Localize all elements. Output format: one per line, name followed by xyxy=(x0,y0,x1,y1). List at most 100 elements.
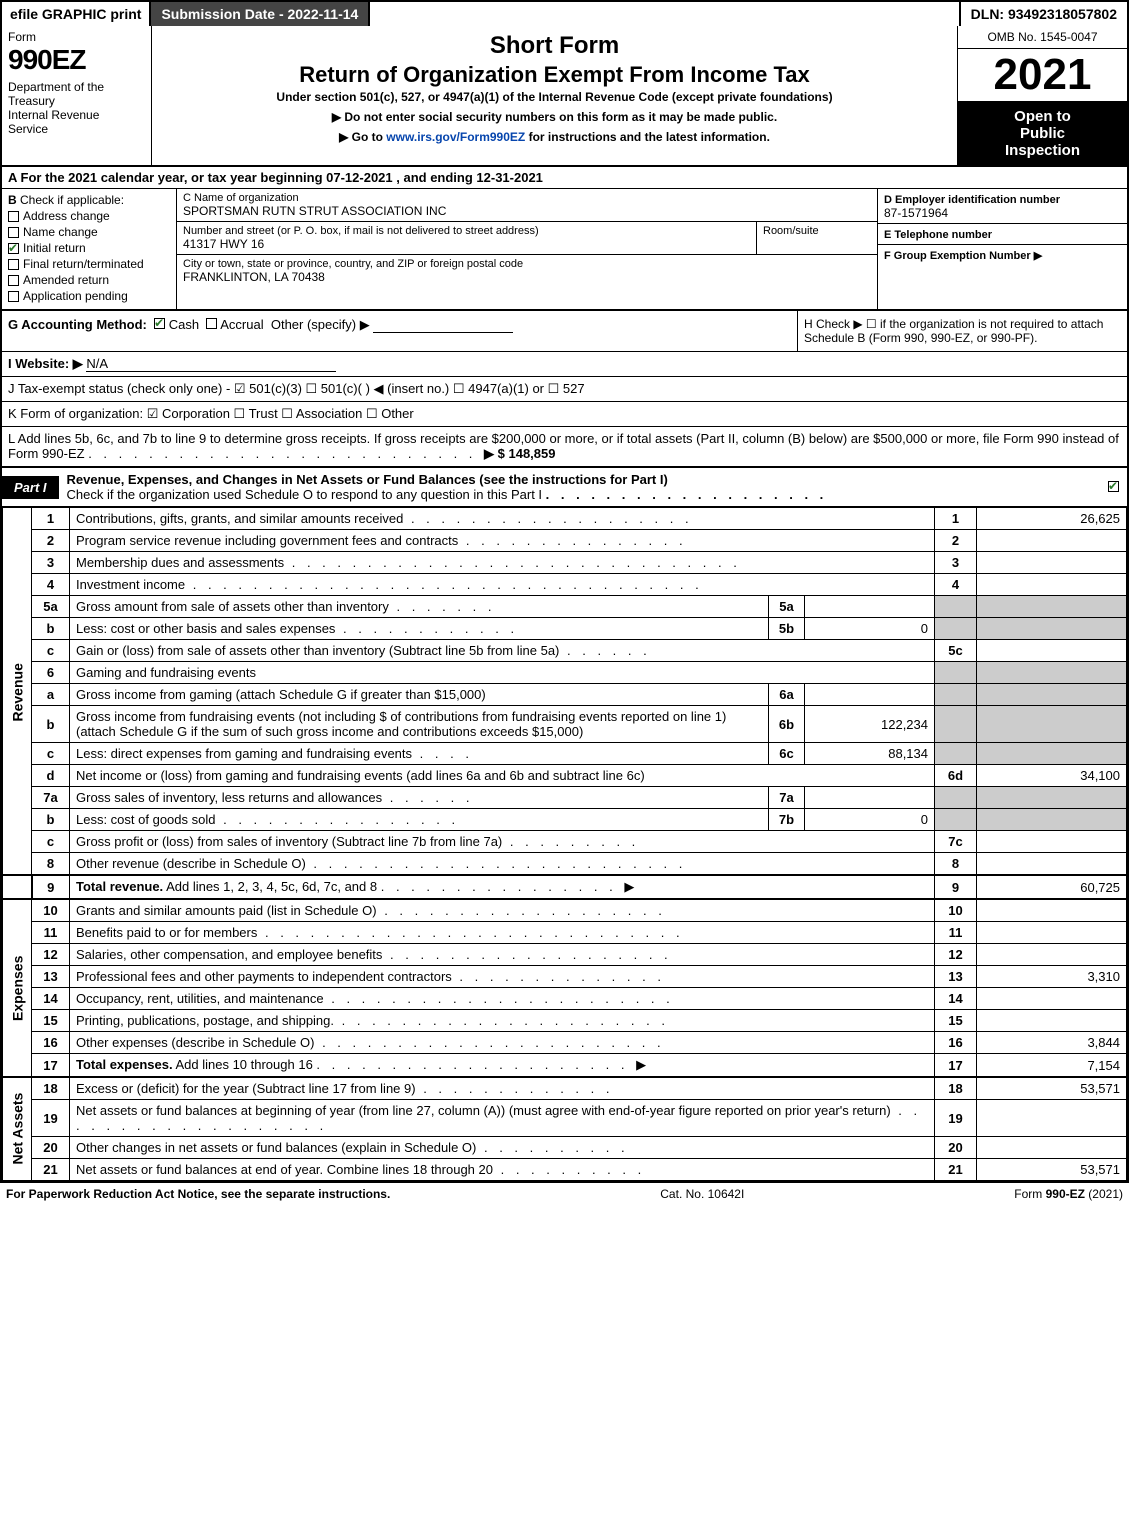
line-j: J Tax-exempt status (check only one) - ☑… xyxy=(2,377,1127,402)
row-12: 12 Salaries, other compensation, and emp… xyxy=(3,944,1127,966)
checkbox-icon[interactable] xyxy=(8,243,19,254)
dots: . . . . . . . . . . . . . . . . . . . xyxy=(403,511,692,526)
row-14: 14 Occupancy, rent, utilities, and maint… xyxy=(3,988,1127,1010)
line-no: 9 xyxy=(32,875,70,899)
desc-text: Professional fees and other payments to … xyxy=(76,969,452,984)
checkbox-icon[interactable] xyxy=(154,318,165,329)
num-col: 21 xyxy=(935,1159,977,1181)
checkbox-icon[interactable] xyxy=(8,291,19,302)
line-no: a xyxy=(32,684,70,706)
desc-text: Gross amount from sale of assets other t… xyxy=(76,599,389,614)
amt-col xyxy=(977,552,1127,574)
header-center: Short Form Return of Organization Exempt… xyxy=(152,26,957,165)
num-col: 4 xyxy=(935,574,977,596)
dots: . . . . . . . . . . . . . . . . . . . . … xyxy=(334,1013,669,1028)
checkbox-icon[interactable] xyxy=(8,227,19,238)
line-desc: Program service revenue including govern… xyxy=(70,530,935,552)
row-6a: a Gross income from gaming (attach Sched… xyxy=(3,684,1127,706)
checkbox-icon[interactable] xyxy=(206,318,217,329)
subcol-label: 5a xyxy=(769,596,805,618)
dots: . . . . . . . . . . . . . xyxy=(416,1081,614,1096)
column-c: C Name of organization SPORTSMAN RUTN ST… xyxy=(177,189,877,309)
col-b-header: B Check if applicable: xyxy=(8,193,170,207)
row-7a: 7a Gross sales of inventory, less return… xyxy=(3,787,1127,809)
dots: . . . . . . . . . . . . . . . xyxy=(458,533,686,548)
row-6c: c Less: direct expenses from gaming and … xyxy=(3,743,1127,765)
num-col: 16 xyxy=(935,1032,977,1054)
line-no: 7a xyxy=(32,787,70,809)
desc-text: Program service revenue including govern… xyxy=(76,533,458,548)
subcol-val: 0 xyxy=(805,618,935,640)
ein-label: D Employer identification number xyxy=(884,194,1060,206)
subcol-val: 122,234 xyxy=(805,706,935,743)
num-col: 10 xyxy=(935,899,977,922)
line-desc: Net assets or fund balances at beginning… xyxy=(70,1100,935,1137)
desc-text: Gross sales of inventory, less returns a… xyxy=(76,790,382,805)
line-desc: Gross sales of inventory, less returns a… xyxy=(70,787,769,809)
street-value: 41317 HWY 16 xyxy=(183,237,264,251)
line-i: I Website: ▶ N/A xyxy=(2,352,1127,377)
num-col: 1 xyxy=(935,508,977,530)
desc-text: Benefits paid to or for members xyxy=(76,925,257,940)
desc-text: Other revenue (describe in Schedule O) xyxy=(76,856,306,871)
row-7b: b Less: cost of goods sold . . . . . . .… xyxy=(3,809,1127,831)
desc-text: Other changes in net assets or fund bala… xyxy=(76,1140,476,1155)
line-desc: Gain or (loss) from sale of assets other… xyxy=(70,640,935,662)
checkbox-icon[interactable] xyxy=(8,259,19,270)
line-desc: Total expenses. Add lines 10 through 16 … xyxy=(70,1054,935,1078)
line-no: 19 xyxy=(32,1100,70,1137)
amt-col: 3,844 xyxy=(977,1032,1127,1054)
num-col: 18 xyxy=(935,1077,977,1100)
checkbox-icon[interactable] xyxy=(8,275,19,286)
chk-amended-return: Amended return xyxy=(8,273,170,287)
line-no: 21 xyxy=(32,1159,70,1181)
line-desc: Gaming and fundraising events xyxy=(70,662,935,684)
shaded-cell xyxy=(935,706,977,743)
line-no: 3 xyxy=(32,552,70,574)
dots: . . . . . . . . . . . . . . . . . . . . … xyxy=(257,925,683,940)
irs-link[interactable]: www.irs.gov/Form990EZ xyxy=(386,130,525,144)
desc-text: Less: direct expenses from gaming and fu… xyxy=(76,746,412,761)
footer-center: Cat. No. 10642I xyxy=(660,1187,744,1201)
amt-col: 7,154 xyxy=(977,1054,1127,1078)
dots: . . . . . . . . . . xyxy=(476,1140,628,1155)
shaded-cell xyxy=(977,743,1127,765)
shaded-cell xyxy=(935,684,977,706)
row-21: 21 Net assets or fund balances at end of… xyxy=(3,1159,1127,1181)
line-desc: Grants and similar amounts paid (list in… xyxy=(70,899,935,922)
line-no: b xyxy=(32,809,70,831)
subcol-val xyxy=(805,787,935,809)
instruction-line-2: ▶ Go to www.irs.gov/Form990EZ for instru… xyxy=(162,130,947,144)
line-no: c xyxy=(32,743,70,765)
chk-label: Name change xyxy=(23,225,98,239)
subcol-label: 6c xyxy=(769,743,805,765)
amt-col xyxy=(977,1010,1127,1032)
omb-number: OMB No. 1545-0047 xyxy=(958,26,1127,49)
desc-text: Investment income xyxy=(76,577,185,592)
num-col: 15 xyxy=(935,1010,977,1032)
amt-col xyxy=(977,640,1127,662)
info-block: B Check if applicable: Address change Na… xyxy=(2,189,1127,311)
desc-text: Excess or (deficit) for the year (Subtra… xyxy=(76,1081,416,1096)
dln-label: DLN: 93492318057802 xyxy=(959,2,1127,26)
desc-text: Contributions, gifts, grants, and simila… xyxy=(76,511,403,526)
row-17: 17 Total expenses. Add lines 10 through … xyxy=(3,1054,1127,1078)
city-label: City or town, state or province, country… xyxy=(183,258,523,270)
dots: . . . . . . . . . . . . . . . . . . . xyxy=(546,487,828,502)
org-name-value: SPORTSMAN RUTN STRUT ASSOCIATION INC xyxy=(183,204,446,218)
line-desc: Net assets or fund balances at end of ye… xyxy=(70,1159,935,1181)
checkbox-icon[interactable] xyxy=(1108,481,1119,492)
checkbox-icon[interactable] xyxy=(8,211,19,222)
row-9: 9 Total revenue. Add lines 1, 2, 3, 4, 5… xyxy=(3,875,1127,899)
num-col: 8 xyxy=(935,853,977,876)
line-no: 11 xyxy=(32,922,70,944)
dots: . . . . . . . . . . . . . . . . . . . . … xyxy=(284,555,741,570)
under-section-text: Under section 501(c), 527, or 4947(a)(1)… xyxy=(162,90,947,104)
line-no: 5a xyxy=(32,596,70,618)
subcol-label: 5b xyxy=(769,618,805,640)
subcol-label: 6b xyxy=(769,706,805,743)
line-desc: Benefits paid to or for members . . . . … xyxy=(70,922,935,944)
row-3: 3 Membership dues and assessments . . . … xyxy=(3,552,1127,574)
efile-print-label: efile GRAPHIC print xyxy=(2,2,151,26)
amt-col: 60,725 xyxy=(977,875,1127,899)
